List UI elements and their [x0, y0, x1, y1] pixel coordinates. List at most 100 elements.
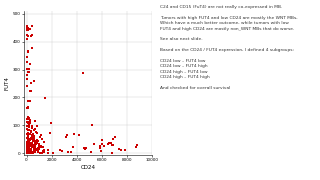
- Point: [28, 138, 33, 141]
- Point: [40, 138, 45, 140]
- Point: [25, 140, 30, 143]
- Point: [26, 133, 31, 136]
- Point: [46, 148, 51, 151]
- Point: [71, 132, 76, 135]
- Point: [24, 27, 29, 30]
- Y-axis label: FUT4: FUT4: [5, 76, 10, 90]
- Point: [31, 128, 36, 131]
- Point: [102, 145, 107, 148]
- Point: [24, 149, 29, 152]
- Point: [24, 73, 29, 76]
- Point: [24, 151, 29, 154]
- Point: [27, 150, 32, 153]
- Point: [24, 34, 29, 37]
- Point: [25, 133, 30, 136]
- Point: [28, 151, 33, 154]
- Point: [26, 106, 31, 109]
- Point: [25, 61, 30, 64]
- Point: [24, 85, 29, 87]
- Point: [111, 144, 116, 147]
- Point: [30, 25, 35, 28]
- Point: [30, 133, 36, 136]
- Point: [42, 140, 47, 143]
- Point: [26, 142, 31, 145]
- Point: [26, 141, 31, 144]
- Point: [29, 134, 34, 137]
- Point: [100, 143, 105, 145]
- Point: [24, 144, 29, 147]
- Point: [118, 148, 124, 151]
- Point: [28, 151, 34, 154]
- Point: [32, 120, 37, 123]
- Point: [26, 124, 31, 127]
- Point: [24, 68, 29, 70]
- Point: [26, 147, 31, 150]
- Point: [30, 140, 35, 143]
- Point: [25, 124, 30, 127]
- Point: [25, 149, 30, 152]
- Point: [30, 144, 36, 147]
- Point: [26, 146, 31, 149]
- Point: [26, 107, 31, 110]
- Point: [49, 122, 54, 125]
- Point: [25, 117, 30, 120]
- Point: [27, 143, 32, 146]
- Point: [25, 136, 30, 139]
- Point: [27, 142, 32, 145]
- Point: [24, 132, 29, 135]
- Point: [32, 140, 37, 142]
- Point: [27, 145, 32, 148]
- Point: [29, 136, 35, 139]
- Point: [25, 136, 30, 139]
- Point: [105, 143, 110, 146]
- Point: [24, 29, 29, 32]
- Point: [25, 124, 30, 127]
- Point: [28, 147, 33, 150]
- Point: [45, 151, 50, 154]
- Point: [24, 142, 29, 145]
- Point: [32, 128, 37, 131]
- Point: [28, 99, 33, 102]
- Point: [25, 70, 30, 73]
- Point: [100, 138, 105, 141]
- Point: [26, 139, 31, 142]
- Point: [26, 149, 31, 152]
- Point: [26, 152, 31, 154]
- Point: [25, 140, 30, 143]
- Point: [26, 151, 31, 154]
- Point: [26, 152, 31, 154]
- Point: [28, 142, 33, 145]
- Point: [28, 150, 33, 153]
- Point: [68, 151, 73, 154]
- Point: [39, 151, 44, 154]
- Point: [24, 37, 29, 40]
- Point: [25, 143, 30, 146]
- Point: [25, 145, 30, 148]
- Point: [134, 146, 139, 149]
- Point: [27, 143, 32, 145]
- Point: [24, 151, 29, 154]
- Point: [27, 139, 32, 142]
- Point: [109, 152, 115, 155]
- Point: [24, 147, 29, 150]
- Point: [38, 145, 44, 148]
- Point: [31, 136, 36, 139]
- Point: [24, 118, 29, 121]
- Point: [29, 136, 34, 139]
- Point: [38, 152, 44, 154]
- Point: [24, 148, 29, 150]
- Point: [36, 139, 41, 142]
- Point: [24, 125, 29, 128]
- Point: [32, 149, 37, 152]
- Point: [37, 152, 42, 155]
- Point: [25, 142, 30, 145]
- Point: [36, 147, 41, 150]
- Point: [108, 141, 113, 144]
- Point: [31, 135, 36, 138]
- Point: [110, 144, 115, 147]
- Point: [28, 139, 33, 142]
- Point: [28, 144, 33, 147]
- Point: [24, 150, 29, 153]
- Point: [40, 145, 45, 148]
- Point: [26, 147, 31, 150]
